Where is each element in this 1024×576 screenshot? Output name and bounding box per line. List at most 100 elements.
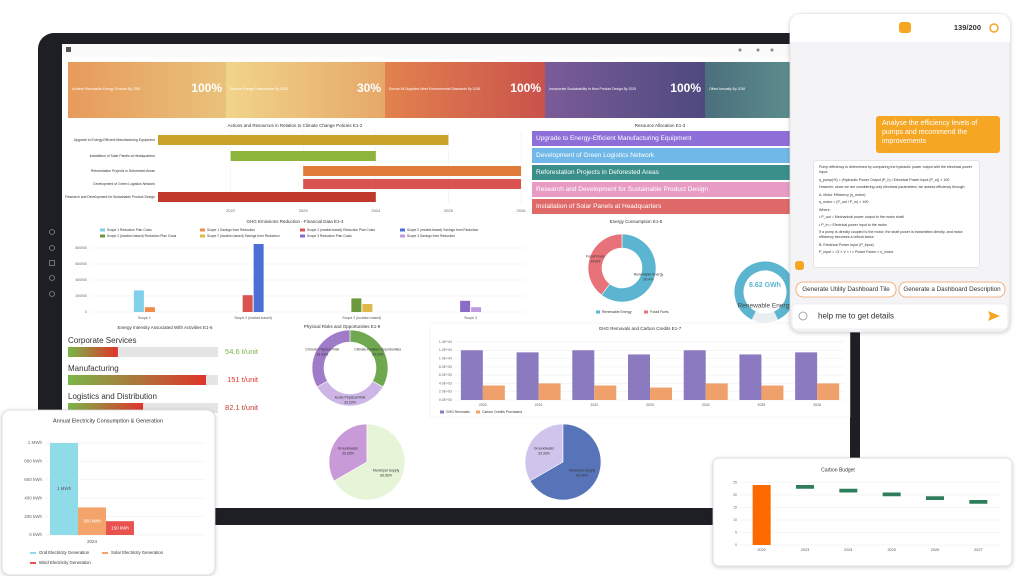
kpi-label: Offset Annually By 2026: [709, 87, 745, 91]
suggestion-button[interactable]: [898, 281, 1006, 298]
suggestion-label: Generate Utility Dashboard Tile: [802, 286, 890, 293]
resource-item-bg: [532, 182, 790, 197]
refresh-icon[interactable]: [49, 275, 55, 281]
x-tick-label: 2024: [702, 403, 710, 407]
bar: [253, 244, 264, 312]
response-line: B. Electrical Power Input (P_input): [819, 242, 874, 247]
chart-title: Carbon Budget: [821, 467, 855, 473]
y-tick-label: 0: [85, 310, 87, 314]
attach-icon[interactable]: [798, 311, 808, 321]
legend-label: Scope 2 (location-based) Savings from Re…: [207, 234, 280, 238]
x-tick-label: 2026: [517, 208, 527, 213]
search-icon[interactable]: [49, 229, 55, 235]
legend-swatch: [476, 410, 480, 414]
y-tick-label: 0 kWh: [29, 532, 42, 537]
panel-title: Resource Allocation E1-3: [635, 123, 686, 128]
kpi-tile: [705, 62, 790, 118]
x-tick-label: 2024: [371, 208, 381, 213]
grid-icon[interactable]: [49, 260, 55, 266]
slice: [311, 329, 351, 388]
waterfall-bar: [839, 488, 858, 493]
y-tick-label: Reforestation Projects in Deforested Are…: [91, 169, 155, 173]
waterfall-bar: [752, 485, 771, 545]
y-tick-label: 25: [733, 480, 737, 484]
menu-icon[interactable]: [66, 47, 71, 52]
resource-item-bg: [532, 131, 790, 146]
toolbar-icon[interactable]: [756, 48, 760, 52]
add-icon[interactable]: [49, 245, 55, 251]
legend-label: Fossil Fuels: [650, 310, 669, 314]
y-tick-label: 0.0E+00: [439, 398, 452, 402]
legend-swatch: [440, 410, 444, 414]
suggestion-label: Generate a Dashboard Description: [903, 286, 1001, 293]
slice-value-label: 60.4%: [644, 277, 654, 281]
kpi-tile: [226, 62, 385, 118]
toolbar-icon[interactable]: [738, 48, 742, 52]
settings-icon[interactable]: [49, 291, 55, 297]
legend-label: Wind Electricity Generation: [39, 560, 91, 565]
chart-title: Physical Risks and Opportunities E1-9: [304, 324, 381, 329]
y-tick-label: 5: [735, 530, 737, 534]
legend-swatch: [644, 310, 648, 314]
response-line: Pump efficiency is determined by compari…: [819, 165, 972, 174]
response-line: If a pump is directly coupled to the mot…: [819, 230, 963, 239]
x-tick-label: 2023: [299, 208, 309, 213]
kpi-tile: [68, 62, 226, 118]
slice-value-label: 66.66%: [380, 473, 392, 477]
bar: [594, 385, 617, 400]
panel-border: [429, 322, 851, 418]
bar-value-label: 300 kWh: [83, 518, 101, 523]
y-tick-label: Installation of Solar Panels at Headquar…: [90, 154, 156, 158]
chat-counter: 139/200: [954, 23, 981, 32]
y-tick-label: 1.2E+04: [439, 348, 452, 352]
legend-label: Scope 2 (location-based) Reduction Plan …: [107, 234, 177, 238]
category-label: Corporate Services: [68, 336, 136, 345]
legend-swatch: [596, 310, 600, 314]
bar: [460, 300, 471, 312]
bar-value-label: 54.6 t/unit: [225, 347, 259, 356]
bar: [516, 352, 539, 400]
y-tick-label: 800 kWh: [24, 459, 42, 464]
chart-title: GHG Removals and Carbon Credits E1-7: [599, 326, 682, 331]
dashboard-content: Achieve Renewable Energy Sources By 2030…: [65, 62, 851, 501]
toolbar-icon[interactable]: [770, 48, 774, 52]
legend-label: GHG Removals: [446, 410, 470, 414]
y-tick-label: 400 kWh: [24, 495, 42, 500]
resource-item: Reforestation Projects in Deforested Are…: [536, 169, 660, 176]
x-tick-label: 2020: [479, 403, 487, 407]
range-bar: [158, 192, 376, 202]
legend-label: Scope 1 Reduction Plan Costs: [107, 228, 152, 232]
response-line: η_pump(%) = (Hydraulic Power Output (P_h…: [819, 177, 950, 182]
slice-value-label: 33.33%: [316, 352, 328, 356]
chart-title: Energy Intensity Associated With Activit…: [117, 325, 213, 330]
chat-input[interactable]: [791, 303, 1009, 330]
y-tick-label: 1 MWh: [28, 440, 43, 445]
legend-label: Solar Electricity Generation: [111, 550, 164, 555]
y-tick-label: 400000: [75, 278, 87, 282]
slice-label: Chronic Physical Risk: [305, 347, 339, 351]
response-line: • P_in = Electrical power input to the m…: [819, 222, 887, 227]
user-message-box: Analyse the efficiency levels of pumps a…: [876, 116, 1000, 153]
y-tick-label: Development of Green Logistics Network: [93, 182, 155, 186]
x-tick-label: Scope 1: [138, 316, 151, 320]
send-button[interactable]: [988, 311, 1000, 321]
legend-label: Scope 3 Savings from Reduction: [407, 234, 455, 238]
bar: [817, 383, 840, 400]
kpi-label: Achieve Renewable Energy Sources By 2030: [72, 87, 141, 91]
x-tick-label: 2021: [535, 403, 543, 407]
resource-item-bg: [532, 199, 790, 214]
user-message: Analyse the efficiency levels of pumps a…: [876, 116, 1000, 153]
suggestion-button[interactable]: [795, 281, 897, 298]
gauge-label: Renewable Energy: [738, 303, 794, 310]
response-line: However, since we are considering only e…: [819, 185, 966, 189]
gauge-arc: [734, 261, 796, 323]
assistant-response: Pump efficiency is determined by compari…: [813, 160, 980, 268]
slice-label: Groundwater: [338, 446, 359, 450]
chart-title: Energy Consumption E1-5: [610, 219, 663, 224]
bar: [739, 354, 762, 400]
slice-label: Fossil Fuels: [586, 254, 605, 258]
y-tick-label: 200000: [75, 294, 87, 298]
legend-label: Renewable Energy: [602, 310, 632, 314]
slice-value-label: 39.6%: [591, 259, 601, 263]
waterfall-bar: [796, 485, 814, 489]
